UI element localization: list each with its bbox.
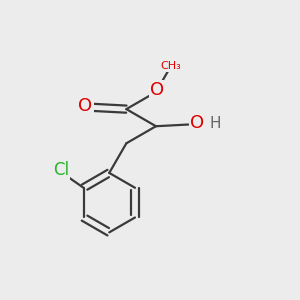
Text: O: O (190, 114, 204, 132)
Text: Cl: Cl (53, 161, 69, 179)
Text: CH₃: CH₃ (160, 61, 181, 71)
Text: O: O (150, 81, 164, 99)
Text: O: O (79, 97, 93, 115)
Text: H: H (209, 116, 221, 131)
